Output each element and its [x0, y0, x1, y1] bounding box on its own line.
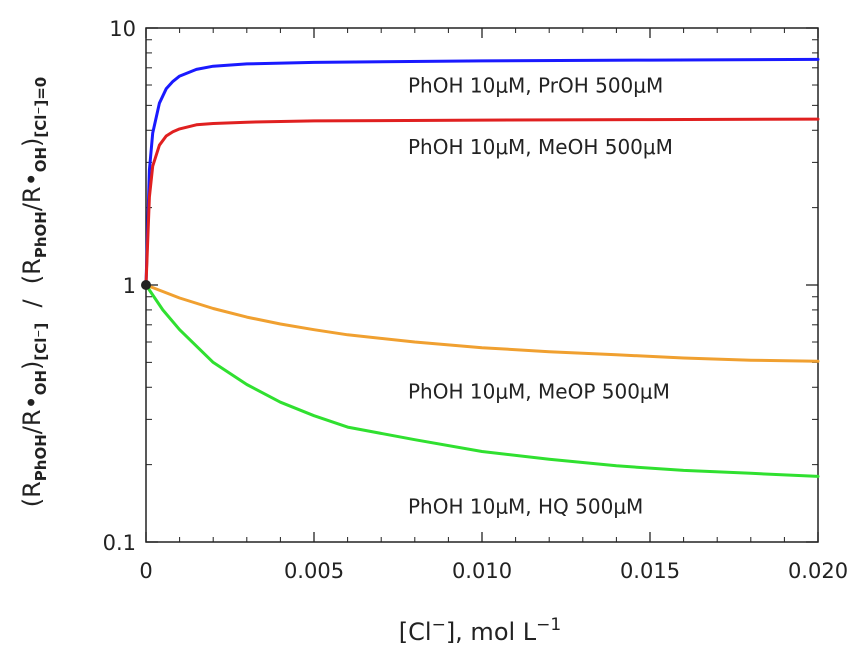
y-tick-label: 1 — [123, 274, 136, 298]
series-label-2: PhOH 10μM, MeOH 500μM — [408, 135, 673, 159]
tick-labels: 0 0.005 0.010 0.015 0.020 0.1 1 10 — [103, 17, 848, 583]
y-axis-title: (RPhOH/R•OH)[Cl⁻] / (RPhOH/R•OH)[Cl⁻]=0 — [18, 77, 50, 507]
series-line-2 — [144, 117, 820, 287]
start-point-marker — [141, 280, 151, 290]
series-line-3 — [144, 283, 820, 363]
x-tick-label: 0.005 — [284, 559, 344, 583]
series-lines — [144, 57, 820, 478]
axis-ticks — [145, 27, 819, 543]
x-tick-label: 0.015 — [620, 559, 680, 583]
series-label-3: PhOH 10μM, MeOP 500μM — [408, 379, 670, 403]
series-label-1: PhOH 10μM, PrOH 500μM — [408, 73, 663, 97]
x-axis-title: [Cl−], mol L−1 — [399, 615, 561, 646]
series-label-4: PhOH 10μM, HQ 500μM — [408, 494, 643, 518]
plot-frame — [145, 27, 819, 543]
series-line-4 — [144, 283, 820, 478]
series-line-1 — [144, 57, 820, 287]
x-tick-label: 0 — [139, 559, 152, 583]
x-tick-label: 0.020 — [788, 559, 848, 583]
y-tick-label: 10 — [109, 17, 136, 41]
series-labels: PhOH 10μM, PrOH 500μM PhOH 10μM, MeOH 500… — [408, 73, 673, 518]
x-tick-label: 0.010 — [452, 559, 512, 583]
y-tick-label: 0.1 — [103, 531, 136, 555]
